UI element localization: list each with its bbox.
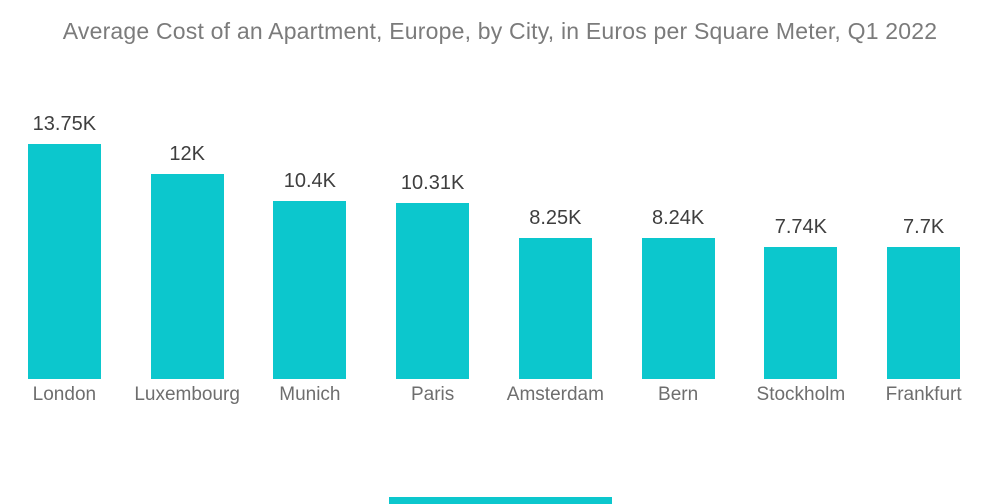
bar-value-label: 12K [169,142,205,165]
bar-group: 10.31K [371,172,494,379]
x-axis-label: Stockholm [756,384,846,405]
bar [396,202,470,379]
bar-value-label: 8.24K [651,207,705,230]
bar-value-label: 10.4K [283,170,336,193]
bar [518,237,592,379]
bar [641,238,715,379]
x-axis-label: Frankfurt [885,384,962,405]
bar-value-label: 10.31K [400,171,465,194]
bottom-accent-bar [389,497,612,504]
x-axis-label: Munich [279,384,341,405]
bar-group: 13.75K [3,113,126,379]
bar-value-label: 8.25K [529,206,582,229]
bar-group: 8.25K [494,207,617,379]
bar [764,246,838,379]
x-axis-label: Bern [658,384,699,405]
plot-area: 13.75K 12K 10.4K 10.31K 8.25K 8.24K 7.74K 7.7K [3,0,985,379]
bar-value-label: 7.74K [774,215,827,238]
x-axis-label: Paris [410,384,455,405]
bar [150,173,224,379]
chart-title: Average Cost of an Apartment, Europe, by… [62,18,938,44]
bar-group: 8.24K [617,207,740,379]
bar-group: 7.7K [862,216,985,379]
bar [273,201,347,379]
bar [27,143,101,379]
bar-value-label: 7.7K [903,216,945,239]
bar-value-label: 13.75K [32,112,97,135]
x-axis-label: Amsterdam [506,384,604,405]
x-axis-labels: London Luxembourg Munich Paris Amsterdam Bern… [3,384,985,406]
x-axis-label: London [32,384,97,405]
bar-group: 10.4K [249,170,372,379]
x-axis-label: Luxembourg [134,384,240,405]
bar-group: 7.74K [740,216,863,379]
bar-group: 12K [126,143,249,379]
bar [887,247,961,379]
